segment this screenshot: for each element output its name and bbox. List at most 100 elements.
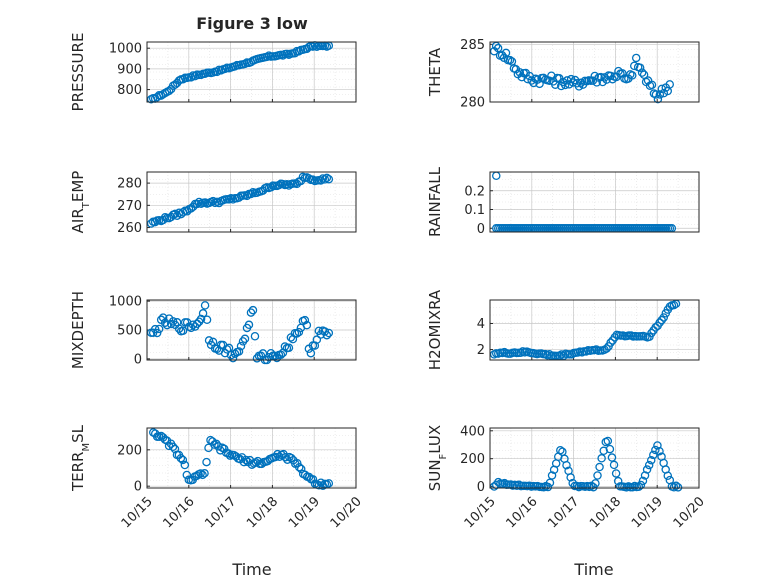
x-tick-label: 10/15 <box>119 494 156 531</box>
subplot-h2omixra: 2 4 H2OMIXRA <box>426 289 700 370</box>
data-point <box>324 328 334 338</box>
y-axis-label: SUNFLUX <box>426 425 449 491</box>
data-point <box>613 476 623 486</box>
data-point <box>236 341 246 351</box>
data-point <box>557 350 566 359</box>
data-point <box>239 457 249 467</box>
data-point <box>276 350 286 359</box>
subplot-sun-flux: 0 200 400 10/15 10/16 10/17 10/18 10/19 10/20 SUN… <box>426 424 708 531</box>
y-tick-label: 0.1 <box>464 203 485 218</box>
data-point <box>651 90 661 99</box>
data-point <box>592 345 601 354</box>
data-point <box>609 460 619 470</box>
data-point <box>264 352 274 362</box>
data-point <box>535 79 544 89</box>
data-point <box>560 80 570 90</box>
data-point <box>494 477 503 487</box>
y-axis-label: PRESSURE <box>69 33 87 112</box>
data-point <box>174 324 184 333</box>
axes-frame <box>146 41 357 103</box>
data-point <box>637 68 647 77</box>
data-point <box>635 63 645 72</box>
axes-frame <box>489 41 700 103</box>
data-point <box>190 71 200 81</box>
y-tick-label: 260 <box>117 221 142 236</box>
data-point <box>204 336 214 345</box>
y-tick-label: 800 <box>117 83 142 98</box>
data-point <box>324 479 334 488</box>
data-point <box>292 329 302 338</box>
data-point <box>296 464 306 474</box>
data-point <box>308 475 318 484</box>
data-point <box>200 301 210 310</box>
data-point <box>655 446 664 456</box>
data-point <box>306 348 316 358</box>
data-point <box>576 78 586 88</box>
data-point <box>636 480 646 490</box>
data-point <box>238 337 248 346</box>
y-tick-label: 0.2 <box>464 184 485 199</box>
data-point <box>266 183 276 192</box>
data-point <box>222 345 232 354</box>
data-point <box>606 338 615 347</box>
axes-frame <box>489 299 700 361</box>
data-point <box>308 175 318 184</box>
axes-frame <box>146 427 357 489</box>
data-point <box>246 308 256 317</box>
y-tick-label: 400 <box>460 424 485 439</box>
data-point <box>527 76 536 85</box>
data-point <box>592 78 602 87</box>
data-point <box>251 458 261 467</box>
data-point <box>322 173 332 183</box>
data-point <box>671 481 681 491</box>
data-point <box>647 80 657 90</box>
x-tick-label: 10/16 <box>504 494 541 531</box>
data-point <box>230 62 240 71</box>
y-axis-label: H2OMIXRA <box>426 289 444 370</box>
data-point <box>587 481 596 491</box>
data-point <box>591 479 600 488</box>
y-tick-label: 0 <box>477 222 485 237</box>
subplot-air-temp: 260 270 280 AIRTEMP <box>69 171 357 236</box>
data-point <box>273 449 282 459</box>
x-tick-label: 10/16 <box>161 494 198 531</box>
y-tick-label: 0 <box>477 480 485 495</box>
data-point <box>196 469 205 478</box>
x-tick-label: 10/17 <box>202 494 239 531</box>
data-point <box>246 189 256 199</box>
data-point <box>284 181 294 190</box>
y-tick-label: 900 <box>117 62 142 77</box>
data-point <box>294 462 304 472</box>
y-axis-label: TERRMSL <box>69 424 92 492</box>
data-point <box>176 453 186 463</box>
data-point <box>566 473 575 482</box>
data-point <box>280 342 290 351</box>
data-point <box>200 469 209 478</box>
data-point <box>322 330 332 340</box>
data-point <box>314 480 324 490</box>
subplot-mixdepth: 0 500 1000 MIXDEPTH <box>69 291 357 369</box>
data-point <box>655 90 665 99</box>
subplot-theta: 280 285 THETA <box>426 38 700 111</box>
data-point <box>180 460 190 470</box>
data-point <box>241 455 251 465</box>
y-tick-label: 0 <box>134 480 142 495</box>
y-axis-label: AIRTEMP <box>69 171 92 234</box>
x-tick-label: 10/20 <box>671 494 708 531</box>
axes-frame <box>146 299 357 361</box>
data-point <box>202 315 212 325</box>
data-point <box>665 80 674 89</box>
data-point <box>208 196 218 206</box>
data-point <box>170 209 180 219</box>
data-point <box>223 449 233 458</box>
x-axis-label-right: Time <box>573 560 613 579</box>
data-point <box>310 341 320 350</box>
data-point <box>568 78 578 87</box>
data-point <box>178 455 188 465</box>
data-point <box>282 180 292 189</box>
data-point <box>545 76 554 86</box>
data-point <box>515 68 525 77</box>
data-point <box>493 43 503 53</box>
data-point <box>500 478 509 488</box>
data-point <box>284 343 294 353</box>
